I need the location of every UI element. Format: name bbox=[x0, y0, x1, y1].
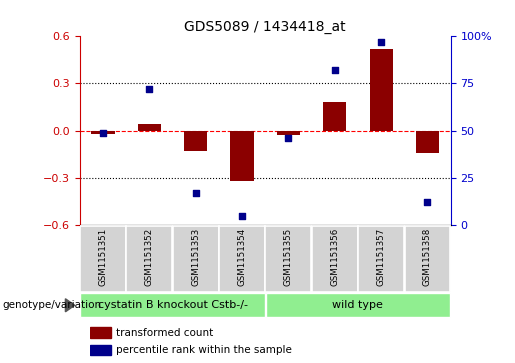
Point bbox=[145, 86, 153, 92]
Text: GSM1151358: GSM1151358 bbox=[423, 228, 432, 286]
Bar bbox=[323, 102, 346, 131]
Bar bbox=[138, 125, 161, 131]
FancyBboxPatch shape bbox=[312, 226, 358, 291]
Text: GSM1151356: GSM1151356 bbox=[330, 228, 339, 286]
Text: GSM1151357: GSM1151357 bbox=[376, 228, 386, 286]
FancyBboxPatch shape bbox=[126, 226, 173, 291]
Text: GSM1151351: GSM1151351 bbox=[98, 228, 108, 286]
Point bbox=[99, 130, 107, 135]
Text: GSM1151353: GSM1151353 bbox=[191, 228, 200, 286]
Text: GSM1151354: GSM1151354 bbox=[237, 228, 247, 286]
FancyBboxPatch shape bbox=[219, 226, 265, 291]
Bar bbox=[90, 345, 111, 355]
FancyBboxPatch shape bbox=[404, 226, 451, 291]
FancyBboxPatch shape bbox=[80, 293, 265, 317]
Bar bbox=[92, 131, 114, 134]
FancyBboxPatch shape bbox=[173, 226, 219, 291]
Text: genotype/variation: genotype/variation bbox=[3, 300, 101, 310]
Polygon shape bbox=[65, 299, 75, 312]
Bar bbox=[231, 131, 253, 181]
Point bbox=[331, 68, 339, 73]
Point bbox=[238, 213, 246, 219]
Point bbox=[377, 39, 385, 45]
Text: percentile rank within the sample: percentile rank within the sample bbox=[116, 345, 292, 355]
Title: GDS5089 / 1434418_at: GDS5089 / 1434418_at bbox=[184, 20, 346, 34]
Text: transformed count: transformed count bbox=[116, 327, 213, 338]
Bar bbox=[90, 327, 111, 338]
Bar bbox=[184, 131, 207, 151]
FancyBboxPatch shape bbox=[266, 293, 450, 317]
Text: GSM1151352: GSM1151352 bbox=[145, 228, 154, 286]
Point bbox=[284, 135, 293, 141]
FancyBboxPatch shape bbox=[358, 226, 404, 291]
Bar bbox=[277, 131, 300, 135]
Text: cystatin B knockout Cstb-/-: cystatin B knockout Cstb-/- bbox=[97, 300, 248, 310]
Bar bbox=[369, 49, 392, 131]
FancyBboxPatch shape bbox=[265, 226, 312, 291]
Bar bbox=[416, 131, 439, 153]
Text: wild type: wild type bbox=[333, 300, 383, 310]
Text: GSM1151355: GSM1151355 bbox=[284, 228, 293, 286]
FancyBboxPatch shape bbox=[80, 226, 126, 291]
Point bbox=[192, 190, 200, 196]
Point bbox=[423, 200, 432, 205]
